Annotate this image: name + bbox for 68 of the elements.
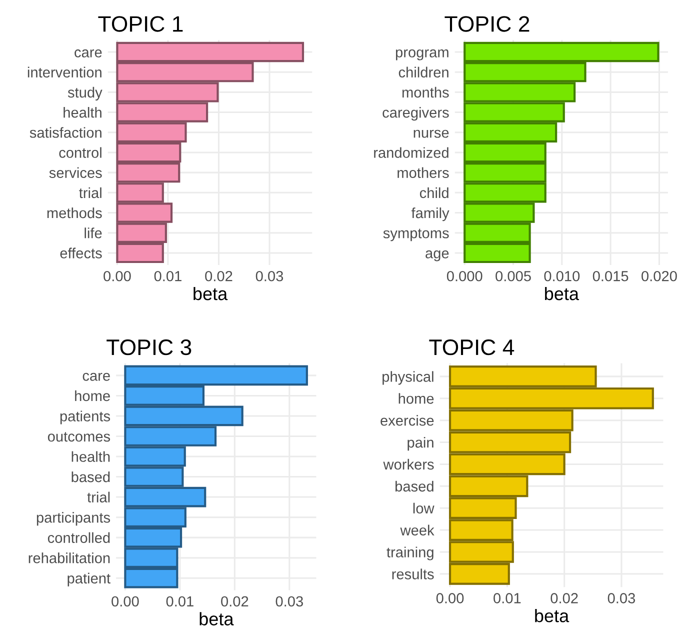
x-tick-label: 0.020 (642, 270, 677, 282)
y-tick-label: mothers (398, 167, 449, 178)
y-tick-label: patient (68, 572, 110, 586)
chart-title: TOPIC 1 (98, 16, 183, 32)
y-tick-label: health (72, 451, 110, 462)
y-tick-label: outcomes (48, 432, 110, 442)
y-tick-label: physical (382, 371, 434, 385)
y-tick-label: home (398, 393, 434, 404)
y-tick-label: caregivers (382, 107, 449, 121)
y-tick-label: intervention (28, 66, 102, 78)
x-tick-label: 0.03 (256, 270, 284, 282)
y-tick-label: child (420, 187, 448, 198)
x-axis-title: beta (194, 286, 228, 300)
x-tick-label: 0.01 (166, 596, 194, 607)
y-tick-label: satisfaction (30, 127, 102, 138)
chart-title: TOPIC 4 (429, 339, 514, 356)
y-tick-label: week (400, 524, 434, 536)
chart-title: TOPIC 2 (444, 16, 530, 32)
x-tick-label: 0.01 (494, 593, 521, 604)
chart-title: TOPIC 3 (106, 339, 192, 356)
y-tick-label: care (82, 372, 110, 381)
y-tick-label: training (386, 546, 434, 560)
y-tick-label: trial (87, 492, 110, 502)
x-tick-label: 0.01 (154, 270, 182, 282)
y-tick-label: health (64, 107, 102, 118)
y-tick-label: nurse (414, 130, 449, 138)
x-tick-label: 0.02 (205, 270, 232, 282)
y-tick-label: months (402, 86, 449, 98)
y-tick-label: exercise (380, 415, 434, 426)
x-tick-label: 0.005 (496, 270, 531, 282)
y-tick-label: symptoms (383, 228, 449, 242)
y-tick-label: control (59, 147, 102, 158)
x-axis-title: beta (545, 286, 579, 300)
y-tick-label: family (411, 207, 450, 222)
y-tick-label: trial (79, 187, 102, 198)
y-tick-label: program (396, 49, 448, 60)
x-tick-label: 0.02 (550, 593, 578, 604)
x-tick-label: 0.03 (276, 596, 303, 607)
y-tick-label: randomized (374, 147, 448, 158)
y-tick-label: results (392, 568, 434, 580)
y-tick-label: low (413, 502, 434, 514)
x-tick-label: 0.000 (446, 270, 482, 282)
y-tick-label: care (74, 49, 102, 58)
y-tick-label: effects (60, 248, 102, 258)
y-tick-label: children (398, 66, 448, 78)
y-tick-label: age (426, 250, 449, 262)
x-axis-title: beta (535, 609, 570, 622)
y-tick-label: services (49, 167, 102, 178)
x-tick-label: 0.02 (221, 596, 248, 607)
y-tick-label: patients (60, 410, 110, 424)
y-tick-label: rehabilitation (28, 552, 110, 564)
y-tick-label: pain (408, 436, 434, 451)
y-tick-label: life (84, 228, 102, 238)
x-tick-label: 0.00 (112, 596, 139, 607)
y-tick-label: participants (36, 512, 110, 526)
x-tick-label: 0.03 (608, 593, 636, 604)
x-tick-label: 0.015 (592, 270, 628, 282)
x-tick-label: 0.010 (544, 270, 580, 282)
y-tick-label: methods (47, 207, 102, 218)
y-tick-label: home (75, 390, 110, 402)
x-tick-label: 0.00 (104, 270, 131, 282)
y-tick-label: based (396, 480, 434, 492)
y-tick-label: workers (383, 458, 434, 470)
x-axis-title: beta (200, 612, 234, 626)
y-tick-label: study (68, 86, 102, 100)
x-tick-label: 0.00 (436, 593, 464, 604)
y-tick-label: based (72, 471, 110, 482)
y-tick-label: controlled (48, 532, 110, 543)
